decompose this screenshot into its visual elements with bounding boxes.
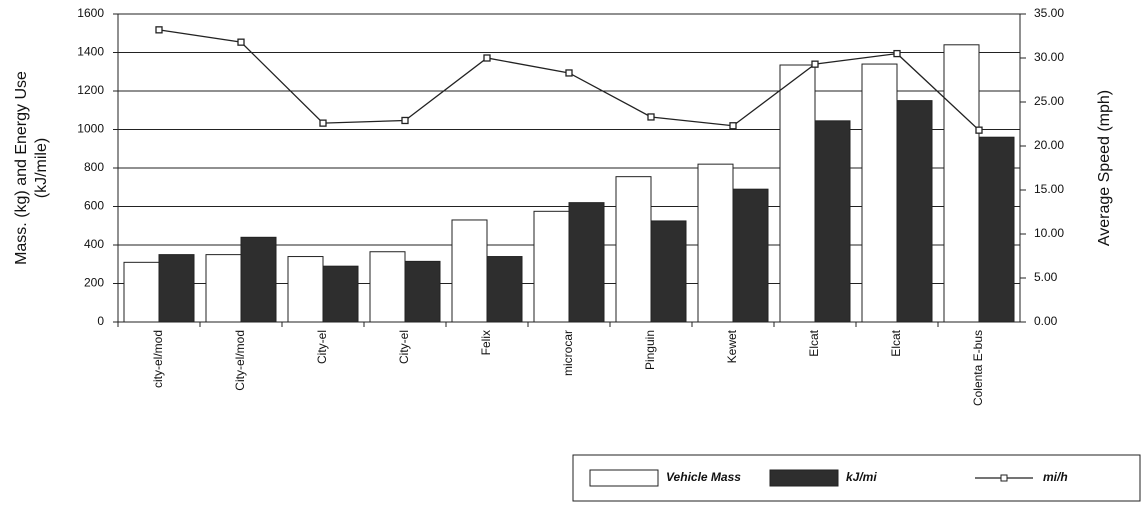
bar: [814, 120, 851, 323]
x-tick-label: microcar: [561, 330, 575, 376]
y2-tick-label: 5.00: [1034, 270, 1058, 284]
bar: [486, 256, 523, 323]
legend-swatch: [769, 469, 839, 487]
y2-tick-label: 0.00: [1034, 314, 1058, 328]
y2-tick-label: 20.00: [1034, 138, 1064, 152]
legend-swatch: [589, 469, 659, 487]
x-tick-label: Kewet: [725, 329, 739, 363]
y-tick-label: 200: [84, 276, 104, 290]
y-axis-label: Mass. (kg) and Energy Use: [13, 71, 30, 265]
bar: [861, 63, 898, 323]
y2-tick-label: 30.00: [1034, 50, 1064, 64]
legend-box: [572, 454, 1141, 502]
y-tick-label: 1000: [77, 122, 104, 136]
y-axis-label: (kJ/mile): [33, 138, 50, 198]
x-tick-label: Elcat: [889, 329, 903, 356]
bar: [533, 210, 570, 323]
bar: [978, 136, 1015, 323]
x-tick-label: City-el: [315, 330, 329, 364]
legend-label: kJ/mi: [846, 470, 877, 484]
line-marker: [811, 60, 819, 68]
bar: [943, 44, 980, 323]
bar: [697, 163, 734, 323]
bar: [369, 251, 406, 323]
y2-tick-label: 35.00: [1034, 6, 1064, 20]
bar: [322, 265, 359, 323]
y2-tick-label: 15.00: [1034, 182, 1064, 196]
bar: [240, 236, 277, 323]
x-tick-label: Felix: [479, 330, 493, 355]
bar: [615, 176, 652, 323]
bar: [205, 254, 242, 323]
bar: [451, 219, 488, 323]
x-tick-label: Colenta E-bus: [971, 330, 985, 406]
line-marker: [975, 126, 983, 134]
bar: [650, 220, 687, 323]
bar: [896, 100, 933, 323]
y-tick-label: 600: [84, 199, 104, 213]
y-tick-label: 800: [84, 160, 104, 174]
legend-label: mi/h: [1043, 470, 1068, 484]
bar: [568, 202, 605, 323]
y2-tick-label: 10.00: [1034, 226, 1064, 240]
x-tick-label: City-el/mod: [233, 330, 247, 391]
bar: [404, 260, 441, 323]
y-tick-label: 1600: [77, 6, 104, 20]
line-marker: [401, 116, 409, 125]
bar: [287, 256, 324, 323]
y-tick-label: 1400: [77, 45, 104, 59]
y2-tick-label: 25.00: [1034, 94, 1064, 108]
line-series: [158, 29, 980, 131]
x-tick-label: Elcat: [807, 329, 821, 356]
x-tick-label: Pinguin: [643, 330, 657, 370]
x-tick-label: city-el/mod: [151, 330, 165, 388]
legend-label: Vehicle Mass: [666, 470, 741, 484]
line-marker: [237, 38, 245, 46]
line-marker: [565, 69, 573, 77]
line-marker: [729, 122, 737, 130]
bar: [732, 188, 769, 323]
y-tick-label: 400: [84, 237, 104, 251]
bar: [123, 261, 160, 323]
bar: [779, 64, 816, 323]
line-marker: [483, 54, 491, 62]
line-marker: [647, 113, 655, 121]
line-marker: [893, 49, 901, 58]
y-tick-label: 1200: [77, 83, 104, 97]
x-tick-label: City-el: [397, 330, 411, 364]
line-marker: [319, 119, 327, 127]
y-tick-label: 0: [97, 314, 104, 328]
line-marker: [155, 26, 163, 34]
y2-axis-label: Average Speed (mph): [1096, 90, 1113, 246]
bar: [158, 254, 195, 323]
legend-marker: [1000, 474, 1008, 482]
